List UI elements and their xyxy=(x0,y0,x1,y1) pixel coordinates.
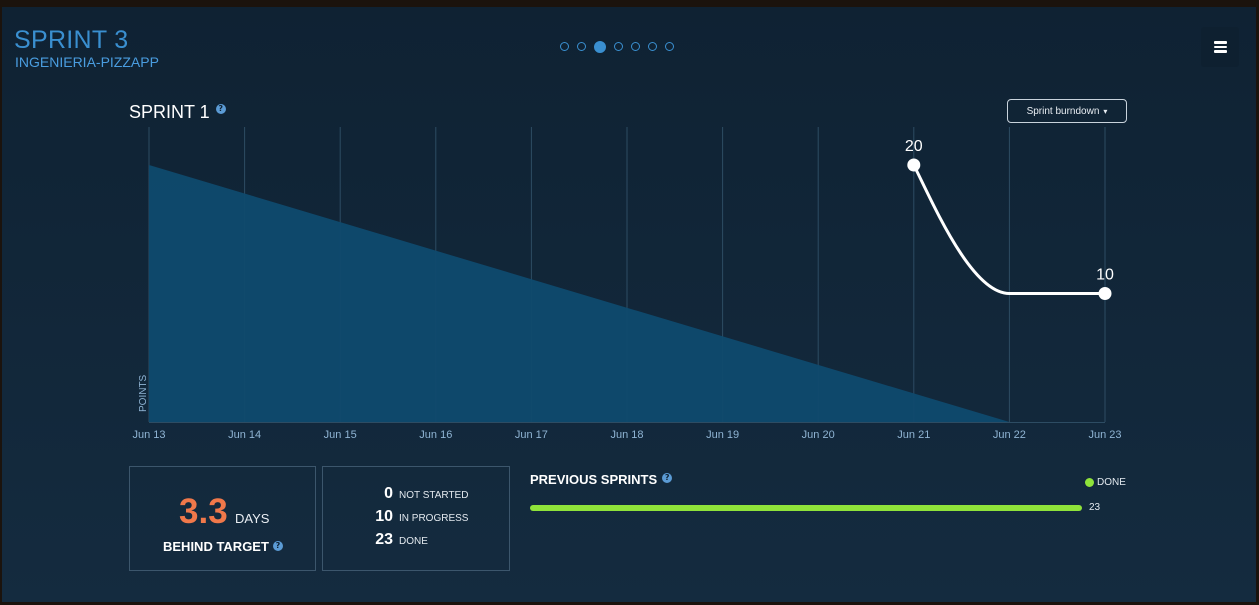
page-dot[interactable] xyxy=(631,42,640,51)
x-tick-label: Jun 13 xyxy=(132,429,165,441)
page-dot[interactable] xyxy=(577,42,586,51)
x-tick-label: Jun 22 xyxy=(993,429,1026,441)
stat-count: 23 xyxy=(375,531,393,548)
stat-label: IN PROGRESS xyxy=(399,513,469,524)
page-dot[interactable] xyxy=(665,42,674,51)
days-unit: DAYS xyxy=(235,511,270,526)
data-label: 20 xyxy=(905,138,923,155)
page-dot[interactable] xyxy=(648,42,657,51)
behind-target-card: 3.3 DAYS BEHIND TARGET? xyxy=(129,466,316,571)
y-axis-label: POINTS xyxy=(138,374,149,412)
previous-sprints-legend: DONE xyxy=(1085,477,1126,488)
project-name: INGENIERIA-PIZZAPP xyxy=(15,54,159,70)
menu-button[interactable] xyxy=(1201,27,1239,67)
x-tick-label: Jun 16 xyxy=(419,429,452,441)
x-tick-label: Jun 23 xyxy=(1088,429,1121,441)
x-tick-label: Jun 21 xyxy=(897,429,930,441)
chart-title: SPRINT 1? xyxy=(129,102,226,123)
page-dot[interactable] xyxy=(560,42,569,51)
issue-status-card: 0 NOT STARTED 10 IN PROGRESS 23 DONE xyxy=(322,466,510,571)
previous-sprints-value: 23 xyxy=(1089,502,1101,513)
page-dot[interactable] xyxy=(614,42,623,51)
x-tick-label: Jun 19 xyxy=(706,429,739,441)
behind-target-text: BEHIND TARGET xyxy=(163,539,269,554)
stat-row-not-started: 0 NOT STARTED xyxy=(323,485,471,503)
help-icon[interactable]: ? xyxy=(272,541,283,551)
previous-sprints-text: PREVIOUS SPRINTS xyxy=(530,472,658,487)
stat-row-in-progress: 10 IN PROGRESS xyxy=(323,508,471,526)
data-point xyxy=(1098,287,1112,300)
dropdown-label: Sprint burndown xyxy=(1026,105,1100,117)
previous-sprints-bar[interactable] xyxy=(530,505,1082,511)
help-icon[interactable]: ? xyxy=(215,104,226,114)
x-tick-label: Jun 18 xyxy=(610,429,643,441)
x-tick-label: Jun 17 xyxy=(515,429,548,441)
help-icon[interactable]: ? xyxy=(662,473,673,483)
chart-type-dropdown[interactable]: Sprint burndown ▾ xyxy=(1007,99,1127,123)
board-title: SPRINT 3 xyxy=(14,26,129,54)
hamburger-menu-icon xyxy=(1213,41,1227,53)
remaining-points-line xyxy=(912,164,1105,295)
pagination-dots xyxy=(560,41,674,53)
x-tick-label: Jun 15 xyxy=(324,429,357,441)
data-label: 10 xyxy=(1096,267,1114,284)
legend-label: DONE xyxy=(1097,477,1126,488)
stat-count: 0 xyxy=(384,485,393,502)
caret-down-icon: ▾ xyxy=(1103,106,1108,116)
done-legend-swatch xyxy=(1085,478,1094,487)
stat-label: DONE xyxy=(399,536,428,547)
behind-target-label: BEHIND TARGET? xyxy=(163,539,283,554)
chart-title-text: SPRINT 1 xyxy=(129,102,210,122)
days-behind-value: 3.3 xyxy=(179,492,228,531)
ideal-burndown-area xyxy=(149,165,1010,422)
stat-row-done: 23 DONE xyxy=(323,531,471,549)
x-tick-label: Jun 14 xyxy=(228,429,261,441)
stat-count: 10 xyxy=(375,508,393,525)
page-dot-active[interactable] xyxy=(594,41,606,53)
x-tick-label: Jun 20 xyxy=(802,429,835,441)
previous-sprints-title: PREVIOUS SPRINTS? xyxy=(530,472,673,487)
stat-label: NOT STARTED xyxy=(399,490,469,501)
data-point xyxy=(907,158,921,172)
